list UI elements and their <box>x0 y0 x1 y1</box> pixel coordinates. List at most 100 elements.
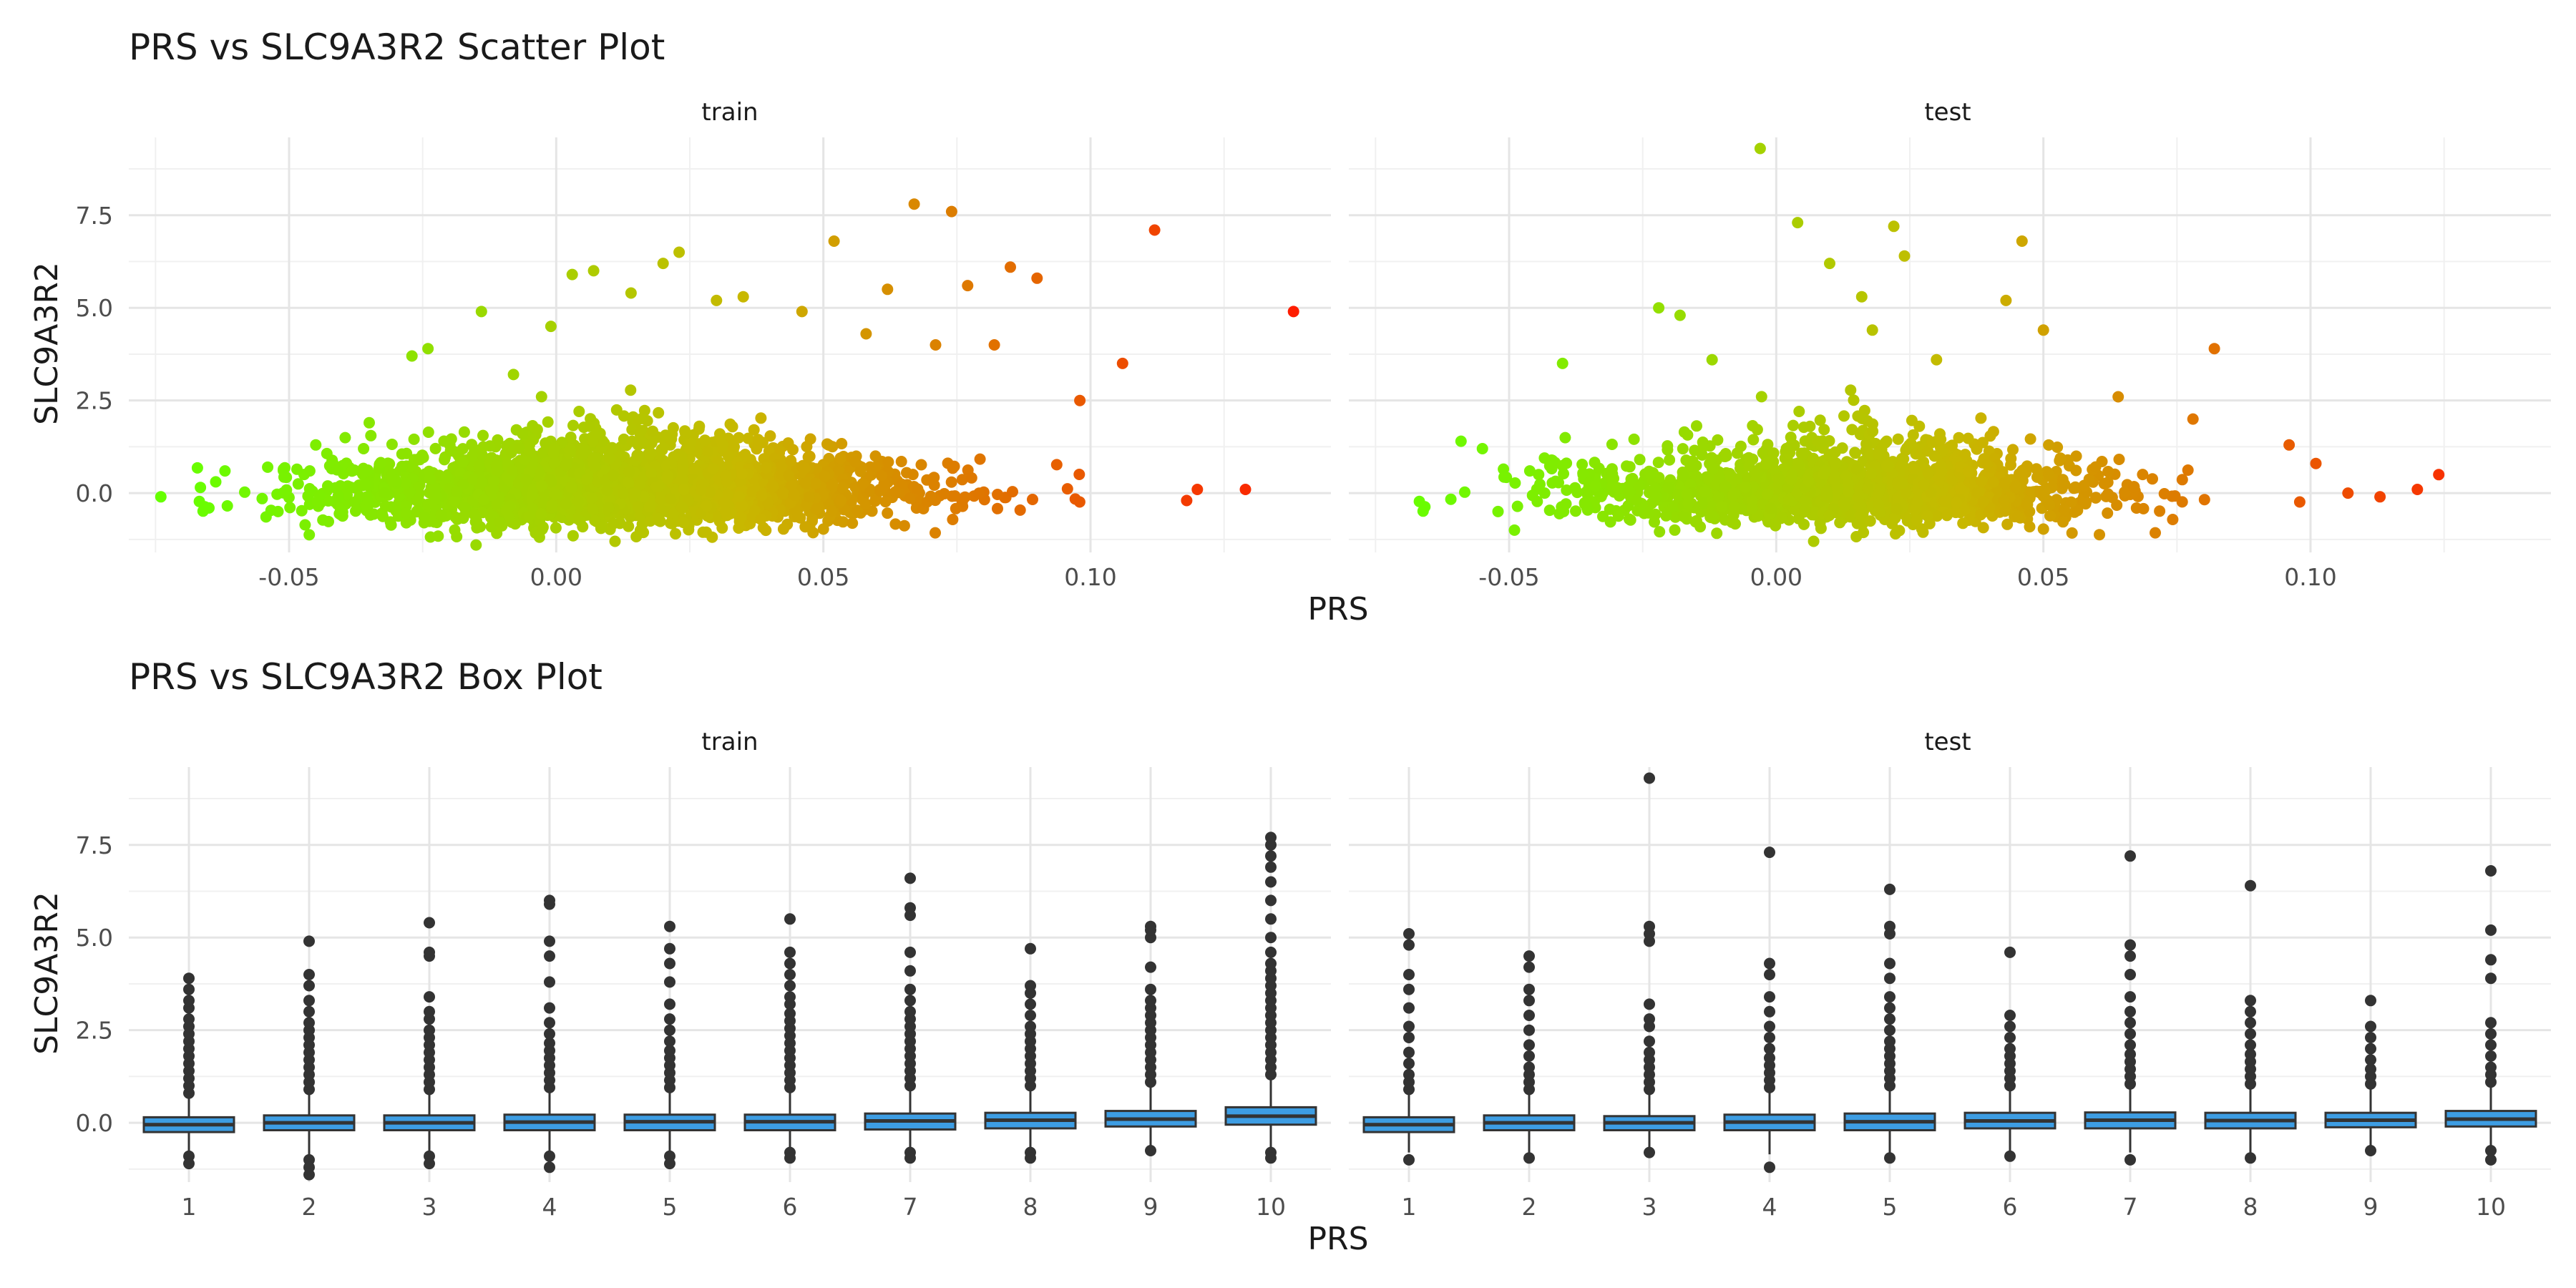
scatter-point <box>303 529 316 541</box>
scatter-point <box>733 490 746 502</box>
scatter-point <box>1628 433 1640 445</box>
scatter-point <box>654 479 666 492</box>
box-outlier-point <box>544 935 555 947</box>
scatter-point <box>1652 457 1664 469</box>
box-x-tick-label: 7 <box>903 1193 918 1221</box>
scatter-point <box>504 500 516 512</box>
scatter-point <box>673 246 686 258</box>
scatter-point <box>1807 535 1820 547</box>
scatter-point <box>1804 420 1816 432</box>
scatter-point <box>503 512 515 524</box>
scatter-point <box>912 483 924 495</box>
scatter-point <box>587 435 599 447</box>
scatter-point <box>1814 414 1826 426</box>
scatter-point <box>1712 434 1724 446</box>
scatter-point <box>332 490 344 502</box>
scatter-point <box>449 494 461 507</box>
scatter-point <box>210 476 222 488</box>
box-outlier-point <box>544 1028 555 1040</box>
scatter-point <box>1116 357 1128 369</box>
scatter-point <box>1492 505 1504 517</box>
scatter-point <box>1855 509 1867 522</box>
scatter-point <box>869 495 881 507</box>
scatter-point <box>638 527 650 539</box>
box-outlier-point <box>904 983 916 995</box>
scatter-point <box>693 420 706 432</box>
scatter-point <box>716 522 728 534</box>
box-outlier-point <box>664 957 675 970</box>
scatter-point <box>804 433 816 445</box>
scatter-point <box>565 482 577 494</box>
scatter-point <box>378 487 390 499</box>
scatter-point <box>1873 499 1885 511</box>
scatter-point <box>313 490 326 502</box>
scatter-point <box>1653 302 1665 314</box>
box-outlier-point <box>1644 772 1655 784</box>
scatter-point <box>520 474 532 486</box>
scatter-point <box>1580 499 1592 511</box>
scatter-point <box>1074 394 1086 406</box>
scatter-point <box>852 504 864 517</box>
scatter-point <box>1729 518 1741 530</box>
scatter-point <box>2182 464 2194 476</box>
scatter-point <box>776 459 788 472</box>
box-outlier-point <box>2485 1028 2497 1040</box>
box-outlier-point <box>1523 983 1535 995</box>
scatter-point <box>1459 486 1470 498</box>
scatter-point <box>1977 496 1989 508</box>
box-outlier-point <box>303 1169 315 1181</box>
box-outlier-point <box>1025 942 1036 955</box>
scatter-point <box>1061 483 1073 495</box>
box-outlier-point <box>1145 1145 1156 1156</box>
scatter-point <box>203 502 215 514</box>
box-outlier-point <box>664 942 675 955</box>
scatter-point <box>564 443 576 455</box>
scatter-point <box>449 511 462 523</box>
scatter-point <box>2150 527 2161 539</box>
scatter-point <box>468 509 480 521</box>
scatter-point <box>1829 446 1841 458</box>
scatter-point <box>1707 464 1719 476</box>
scatter-points-test <box>1413 142 2445 547</box>
scatter-point <box>1820 492 1833 503</box>
scatter-point <box>1606 468 1619 480</box>
box-outlier-point <box>784 980 796 992</box>
box-outlier-point <box>2245 1152 2256 1164</box>
scatter-point <box>2057 516 2069 528</box>
scatter-point <box>869 461 882 473</box>
scatter-point <box>1148 224 1161 236</box>
scatter-point <box>346 465 358 477</box>
scatter-point <box>726 421 738 433</box>
scatter-point <box>1860 438 1873 450</box>
scatter-point <box>877 480 889 492</box>
scatter-point <box>1785 431 1797 444</box>
scatter-point <box>457 456 469 468</box>
scatter-point <box>413 481 425 493</box>
box-outlier-point <box>1403 1058 1415 1070</box>
scatter-point <box>803 491 815 503</box>
box-outlier-point <box>1145 920 1156 932</box>
scatter-point <box>962 280 974 292</box>
box-outlier-point <box>1265 913 1277 925</box>
scatter-point <box>1523 465 1536 477</box>
box-outlier-point <box>1265 876 1277 888</box>
scatter-point <box>756 489 768 502</box>
scatter-point <box>1890 503 1903 514</box>
box-outlier-point <box>1403 969 1415 980</box>
scatter-point <box>396 460 408 472</box>
scatter-point <box>739 449 751 461</box>
box-outlier-point <box>2124 1005 2136 1018</box>
scatter-point <box>1711 527 1723 540</box>
scatter-point <box>1570 505 1581 517</box>
scatter-point <box>907 469 919 481</box>
scatter-point <box>400 507 412 519</box>
scatter-point <box>560 459 572 472</box>
scatter-point <box>702 445 714 457</box>
scatter-point <box>2113 454 2125 465</box>
scatter-point <box>299 519 311 531</box>
scatter-point <box>239 486 250 498</box>
box-outlier-point <box>1884 957 1896 970</box>
box-outlier-point <box>904 965 916 977</box>
scatter-point <box>429 489 441 502</box>
scatter-point <box>1792 458 1805 470</box>
